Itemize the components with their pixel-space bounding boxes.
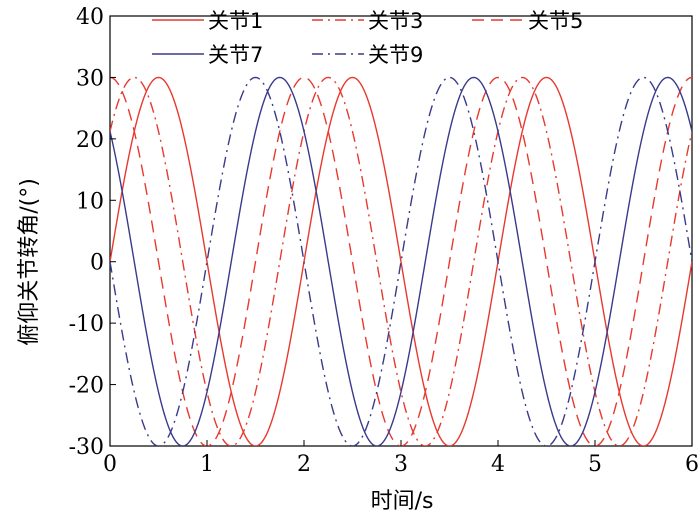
- plot-area-border: [109, 15, 693, 447]
- y-axis-title: 俯仰关节转角/(°): [17, 178, 42, 346]
- series-line-5: [110, 76, 692, 446]
- x-tick-label: 4: [491, 452, 505, 477]
- series-layer: [110, 76, 692, 446]
- legend-label-1: 关节1: [208, 9, 263, 33]
- legend: 关节1 关节3 关节5 关节7 关节9: [152, 9, 583, 67]
- x-tick-label: 2: [297, 452, 311, 477]
- y-tick-label: -10: [69, 312, 104, 337]
- y-tick-label: 20: [76, 128, 104, 153]
- y-tick-label: 30: [76, 66, 104, 91]
- y-tick-label: 0: [90, 251, 104, 276]
- y-tick-label: -20: [69, 374, 104, 399]
- x-tick-label: 6: [685, 452, 699, 477]
- x-tick-label: 3: [394, 452, 408, 477]
- ticks-layer: 0 1 2 3 4 5 6 -30 -20 -10 0 10 20 30 40: [69, 5, 699, 477]
- y-tick-label: -30: [69, 435, 104, 460]
- x-tick-label: 5: [588, 452, 602, 477]
- legend-label-3: 关节5: [528, 9, 583, 33]
- series-line-4: [110, 76, 692, 446]
- legend-label-4: 关节7: [208, 43, 263, 67]
- x-axis-title: 时间/s: [371, 489, 434, 514]
- x-tick-label: 0: [103, 452, 117, 477]
- y-tick-label: 40: [76, 5, 104, 30]
- x-tick-label: 1: [200, 452, 214, 477]
- legend-label-5: 关节9: [368, 43, 423, 67]
- y-tick-label: 10: [76, 189, 104, 214]
- legend-label-2: 关节3: [368, 9, 423, 33]
- plot-frame: [109, 15, 693, 447]
